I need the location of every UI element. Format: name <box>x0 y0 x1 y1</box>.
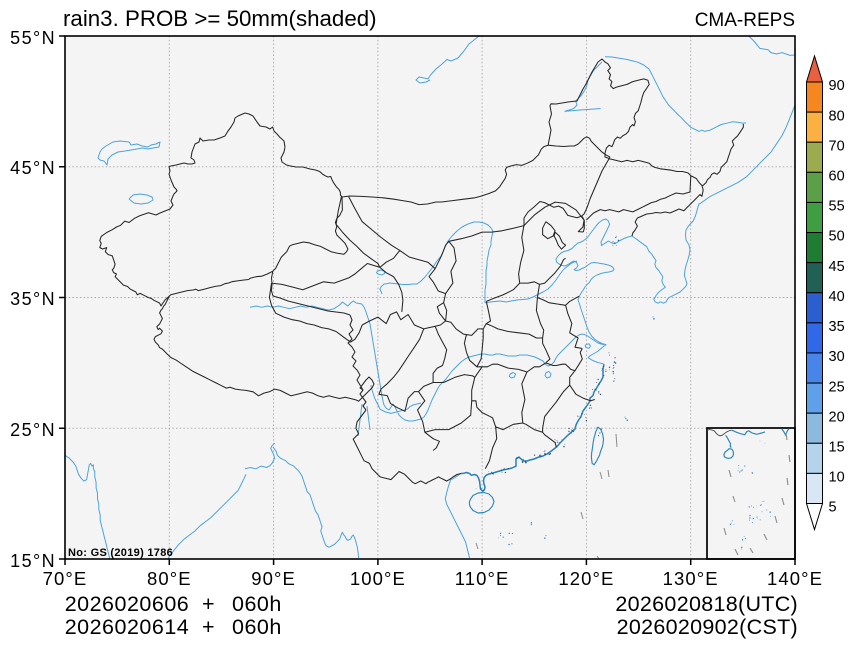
svg-text:90: 90 <box>829 78 845 94</box>
svg-text:25: 25 <box>829 379 845 395</box>
svg-text:15: 15 <box>829 440 845 456</box>
svg-text:20: 20 <box>829 409 845 425</box>
svg-text:5: 5 <box>829 500 837 516</box>
svg-text:60: 60 <box>829 169 845 185</box>
svg-text:70: 70 <box>829 138 845 154</box>
svg-text:30: 30 <box>829 349 845 365</box>
svg-text:80: 80 <box>829 108 845 124</box>
svg-text:50: 50 <box>829 229 845 245</box>
svg-text:35: 35 <box>829 319 845 335</box>
svg-text:55: 55 <box>829 199 845 215</box>
svg-text:40: 40 <box>829 289 845 305</box>
svg-text:45: 45 <box>829 259 845 275</box>
svg-text:10: 10 <box>829 470 845 486</box>
